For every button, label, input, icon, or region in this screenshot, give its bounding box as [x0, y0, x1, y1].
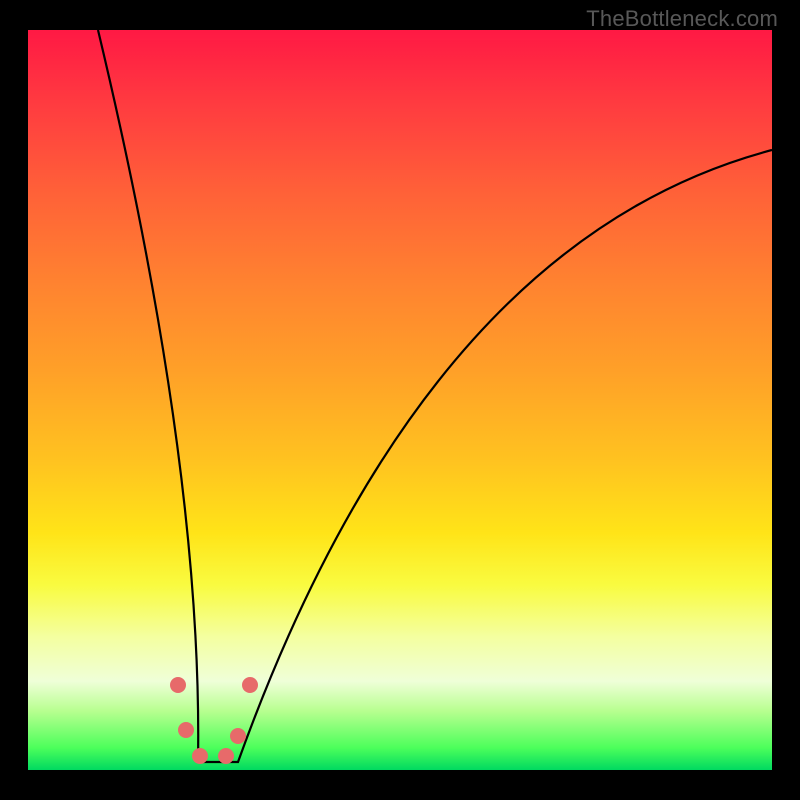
data-marker	[170, 677, 186, 693]
bottleneck-curve	[28, 30, 772, 770]
plot-area	[28, 30, 772, 770]
data-marker	[242, 677, 258, 693]
data-marker	[230, 728, 246, 744]
chart-frame: TheBottleneck.com	[0, 0, 800, 800]
data-marker	[192, 748, 208, 764]
v-curve-path	[98, 30, 772, 762]
data-marker	[218, 748, 234, 764]
watermark-text: TheBottleneck.com	[586, 6, 778, 32]
data-marker	[178, 722, 194, 738]
